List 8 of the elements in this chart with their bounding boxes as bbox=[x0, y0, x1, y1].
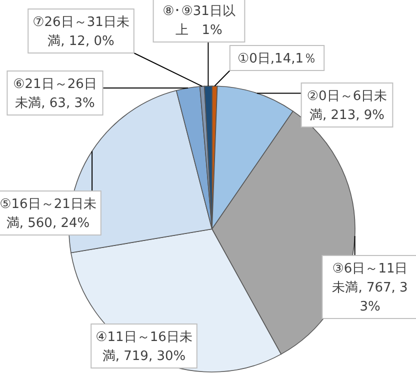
slice-label: ②0日～6日未満, 213, 9% bbox=[306, 89, 388, 123]
slice-label: ⑥21日～26日未満, 63, 3% bbox=[13, 77, 97, 111]
slice-label: ⑦26日～31日未満, 12, 0% bbox=[32, 15, 130, 49]
slice-label: ④11日～16日未満, 719, 30% bbox=[96, 330, 192, 364]
slice-label: ⑧･⑨31日以上 1% bbox=[162, 4, 236, 38]
slice-label: ①0日,14,1％ bbox=[237, 52, 317, 66]
slice-label: ⑤16日～21日未満, 560, 24% bbox=[0, 197, 96, 231]
slice-label: ③6日～11日未満, 767, 33% bbox=[332, 262, 408, 314]
